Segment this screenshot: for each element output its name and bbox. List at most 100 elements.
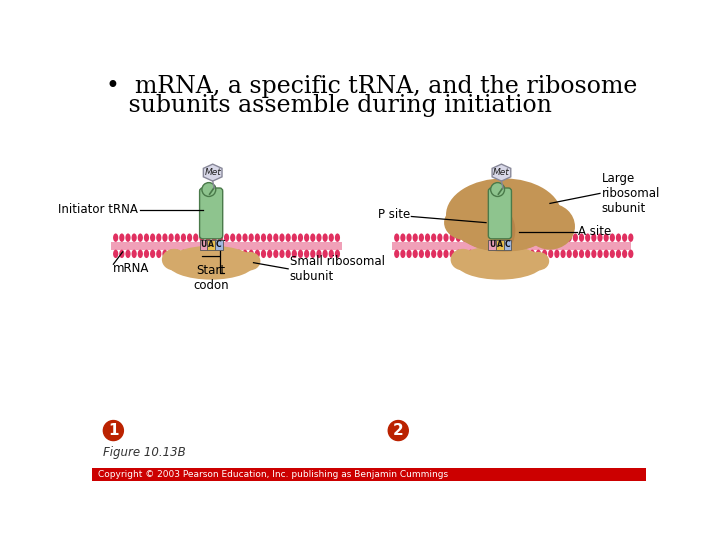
Ellipse shape <box>175 233 180 242</box>
Circle shape <box>388 421 408 441</box>
Ellipse shape <box>168 233 174 242</box>
Ellipse shape <box>622 249 627 258</box>
Bar <box>504 240 511 250</box>
Text: Large
ribosomal
subunit: Large ribosomal subunit <box>601 172 660 215</box>
Ellipse shape <box>572 249 578 258</box>
Ellipse shape <box>505 249 510 258</box>
Ellipse shape <box>616 233 621 242</box>
Bar <box>215 240 222 250</box>
Ellipse shape <box>449 249 455 258</box>
Ellipse shape <box>279 249 284 258</box>
Ellipse shape <box>499 249 504 258</box>
Ellipse shape <box>304 233 310 242</box>
Ellipse shape <box>406 249 412 258</box>
Text: 2: 2 <box>393 423 404 438</box>
Ellipse shape <box>567 249 572 258</box>
Ellipse shape <box>437 249 443 258</box>
Ellipse shape <box>239 252 261 271</box>
Ellipse shape <box>175 249 180 258</box>
Ellipse shape <box>598 233 603 242</box>
Ellipse shape <box>138 233 143 242</box>
Ellipse shape <box>591 233 596 242</box>
Bar <box>207 240 215 250</box>
Ellipse shape <box>490 183 505 197</box>
Ellipse shape <box>132 233 137 242</box>
Ellipse shape <box>554 249 559 258</box>
Ellipse shape <box>236 233 241 242</box>
Ellipse shape <box>468 233 473 242</box>
Ellipse shape <box>572 233 578 242</box>
Ellipse shape <box>622 233 627 242</box>
Text: P site: P site <box>377 208 410 221</box>
Ellipse shape <box>286 249 291 258</box>
Ellipse shape <box>444 205 487 240</box>
Ellipse shape <box>548 233 554 242</box>
Ellipse shape <box>279 233 284 242</box>
Ellipse shape <box>400 249 405 258</box>
Ellipse shape <box>193 249 199 258</box>
Text: Met: Met <box>204 168 221 177</box>
Ellipse shape <box>248 233 254 242</box>
Ellipse shape <box>585 249 590 258</box>
Ellipse shape <box>168 249 174 258</box>
Bar <box>111 242 342 249</box>
Ellipse shape <box>456 246 544 280</box>
Ellipse shape <box>431 233 436 242</box>
Ellipse shape <box>523 249 528 258</box>
Ellipse shape <box>451 249 475 271</box>
Ellipse shape <box>267 249 272 258</box>
Ellipse shape <box>474 233 480 242</box>
Ellipse shape <box>492 249 498 258</box>
Ellipse shape <box>610 249 615 258</box>
Ellipse shape <box>243 249 248 258</box>
Ellipse shape <box>323 249 328 258</box>
Ellipse shape <box>150 233 156 242</box>
Ellipse shape <box>542 249 547 258</box>
Ellipse shape <box>446 178 562 252</box>
Ellipse shape <box>394 233 400 242</box>
Text: A site: A site <box>578 225 612 238</box>
Ellipse shape <box>310 233 315 242</box>
Ellipse shape <box>132 249 137 258</box>
Ellipse shape <box>585 233 590 242</box>
Ellipse shape <box>167 246 256 280</box>
Ellipse shape <box>217 249 223 258</box>
Ellipse shape <box>480 233 485 242</box>
Ellipse shape <box>335 233 340 242</box>
Text: Met: Met <box>493 168 510 177</box>
Ellipse shape <box>199 249 204 258</box>
Ellipse shape <box>328 233 334 242</box>
Polygon shape <box>492 164 510 181</box>
Ellipse shape <box>406 233 412 242</box>
Ellipse shape <box>492 233 498 242</box>
Ellipse shape <box>261 249 266 258</box>
Ellipse shape <box>217 233 223 242</box>
Ellipse shape <box>419 249 424 258</box>
Text: Copyright © 2003 Pearson Education, Inc. publishing as Benjamin Cummings: Copyright © 2003 Pearson Education, Inc.… <box>98 470 448 479</box>
Text: Small ribosomal
subunit: Small ribosomal subunit <box>289 255 384 283</box>
Ellipse shape <box>517 233 523 242</box>
Polygon shape <box>203 164 222 181</box>
Text: C: C <box>505 240 510 249</box>
Ellipse shape <box>419 233 424 242</box>
Ellipse shape <box>193 233 199 242</box>
Text: U: U <box>489 240 495 249</box>
Ellipse shape <box>610 233 615 242</box>
Text: •  mRNA, a specific tRNA, and the ribosome: • mRNA, a specific tRNA, and the ribosom… <box>106 75 637 98</box>
Ellipse shape <box>567 233 572 242</box>
Ellipse shape <box>465 225 542 252</box>
Ellipse shape <box>286 233 291 242</box>
Ellipse shape <box>125 233 130 242</box>
Ellipse shape <box>113 249 118 258</box>
Ellipse shape <box>492 211 516 249</box>
Ellipse shape <box>548 249 554 258</box>
Bar <box>488 240 496 250</box>
Ellipse shape <box>144 233 149 242</box>
Text: mRNA: mRNA <box>113 262 150 275</box>
Ellipse shape <box>255 233 260 242</box>
Ellipse shape <box>474 249 480 258</box>
Bar <box>392 242 631 249</box>
Ellipse shape <box>598 249 603 258</box>
Ellipse shape <box>156 249 161 258</box>
Ellipse shape <box>187 249 192 258</box>
